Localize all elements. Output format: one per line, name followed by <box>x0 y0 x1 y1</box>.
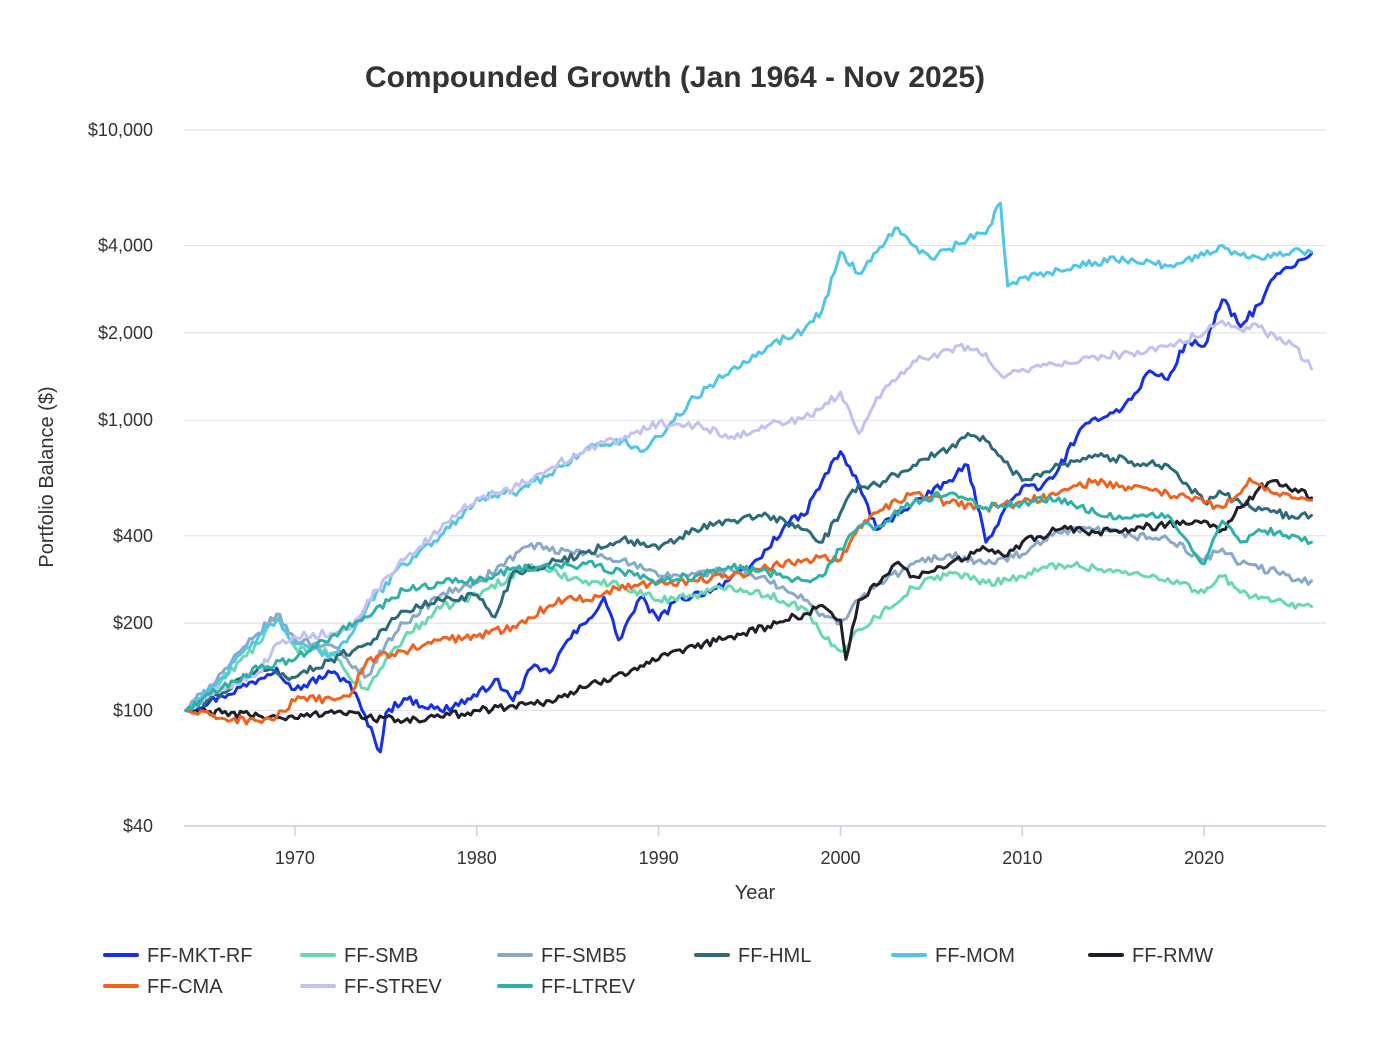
legend-label: FF-LTREV <box>541 976 636 998</box>
legend-label: FF-HML <box>738 945 811 967</box>
chart-title: Compounded Growth (Jan 1964 - Nov 2025) <box>365 61 985 94</box>
legend-item-ff-smb5[interactable]: FF-SMB5 <box>497 945 627 967</box>
series-line-ff-cma <box>184 477 1313 726</box>
y-tick-label: $400 <box>113 526 153 546</box>
x-tick-label: 2020 <box>1184 848 1224 868</box>
series-line-ff-smb <box>184 560 1313 712</box>
y-axis-label: Portfolio Balance ($) <box>36 386 58 567</box>
legend-label: FF-MOM <box>935 945 1015 967</box>
y-axis-ticks: $40 $100 $200 $400 $1,000 $2,000 $4,000 $10,000 <box>88 120 153 836</box>
legend-item-ff-smb[interactable]: FF-SMB <box>300 945 418 967</box>
legend-label: FF-RMW <box>1132 945 1213 967</box>
legend-item-ff-hml[interactable]: FF-HML <box>694 945 811 967</box>
x-tick-label: 2010 <box>1002 848 1042 868</box>
x-axis-ticks: 1970 1980 1990 2000 2010 2020 <box>275 826 1224 868</box>
y-gridlines <box>184 129 1326 827</box>
legend-label: FF-SMB <box>344 945 418 967</box>
legend-label: FF-MKT-RF <box>147 945 253 967</box>
legend-item-ff-cma[interactable]: FF-CMA <box>103 976 223 998</box>
y-tick-label: $2,000 <box>98 323 153 343</box>
y-tick-label: $10,000 <box>88 120 153 140</box>
x-tick-label: 1980 <box>457 848 497 868</box>
y-tick-label: $200 <box>113 613 153 633</box>
y-tick-label: $1,000 <box>98 410 153 430</box>
x-tick-label: 1970 <box>275 848 315 868</box>
legend-label: FF-STREV <box>344 976 442 998</box>
legend-item-ff-ltrev[interactable]: FF-LTREV <box>497 976 636 998</box>
series-line-ff-rmw <box>184 479 1313 724</box>
series-lines <box>184 201 1313 754</box>
series-line-ff-mom <box>184 201 1313 712</box>
series-line-ff-strev <box>184 319 1313 712</box>
y-tick-label: $100 <box>113 700 153 720</box>
legend-label: FF-CMA <box>147 976 223 998</box>
legend-item-ff-rmw[interactable]: FF-RMW <box>1088 945 1213 967</box>
legend-item-ff-strev[interactable]: FF-STREV <box>300 976 442 998</box>
series-line-ff-ltrev <box>184 491 1313 712</box>
legend[interactable]: FF-MKT-RF FF-SMB FF-SMB5 FF-HML FF-MOM FF-RMW… <box>103 945 1213 998</box>
series-line-ff-hml <box>184 432 1313 712</box>
x-tick-label: 1990 <box>639 848 679 868</box>
x-tick-label: 2000 <box>820 848 860 868</box>
series-line-ff-mkt-rf <box>184 252 1313 754</box>
legend-item-ff-mkt-rf[interactable]: FF-MKT-RF <box>103 945 253 967</box>
y-tick-label: $4,000 <box>98 236 153 256</box>
legend-label: FF-SMB5 <box>541 945 627 967</box>
legend-item-ff-mom[interactable]: FF-MOM <box>891 945 1015 967</box>
x-axis-label: Year <box>735 882 776 904</box>
y-tick-label: $40 <box>123 816 153 836</box>
